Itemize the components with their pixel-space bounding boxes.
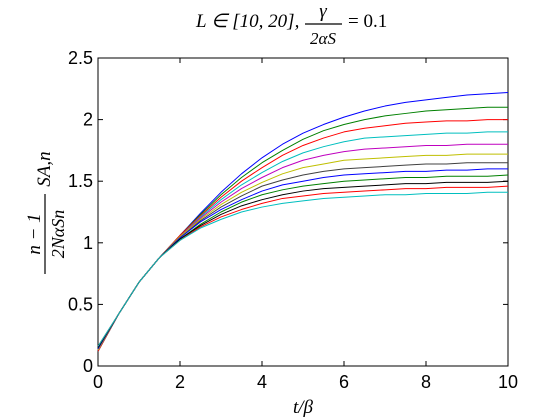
series-line-11 — [97, 185, 509, 347]
x-tick-label: 8 — [421, 372, 431, 392]
series-line-6 — [97, 153, 508, 351]
ylabel-num: n − 1 — [24, 213, 45, 254]
x-axis-label: t/β — [293, 397, 314, 418]
x-tick-label: 4 — [257, 372, 267, 392]
series-line-10 — [97, 180, 509, 348]
series-line-4 — [97, 131, 508, 351]
y-tick-label: 0 — [83, 356, 93, 376]
x-tick-label: 0 — [93, 372, 103, 392]
series-line-3 — [97, 119, 508, 352]
title-frac-den: 2αS — [310, 29, 336, 48]
series-line-2 — [97, 106, 508, 352]
y-tick-label: 1.5 — [68, 171, 93, 191]
plot-area: 0 2 4 6 8 10 0 0.5 1 1.5 2 2.5 — [68, 48, 518, 392]
y-tick-label: 0.5 — [68, 294, 93, 314]
title-lhs: L ∈ [10, 20], — [195, 11, 299, 32]
axes-box — [97, 57, 509, 367]
y-tick-label: 1 — [83, 233, 93, 253]
title-frac-num: γ — [319, 1, 327, 22]
chart-title: L ∈ [10, 20], γ 2αS = 0.1 — [195, 1, 387, 48]
ylabel-tail: SA,n — [34, 151, 55, 186]
title-rhs: = 0.1 — [348, 11, 387, 32]
x-tick-label: 10 — [498, 372, 518, 392]
y-tick-label: 2 — [83, 110, 93, 130]
x-tick-label: 6 — [339, 372, 349, 392]
y-axis-label: n − 1 2NαSn SA,n — [24, 151, 68, 274]
series-line-1 — [97, 92, 509, 352]
ylabel-den: 2NαSn — [48, 210, 68, 258]
x-tick-label: 2 — [175, 372, 185, 392]
series-line-12 — [97, 191, 508, 347]
y-tick-label: 2.5 — [68, 48, 93, 68]
